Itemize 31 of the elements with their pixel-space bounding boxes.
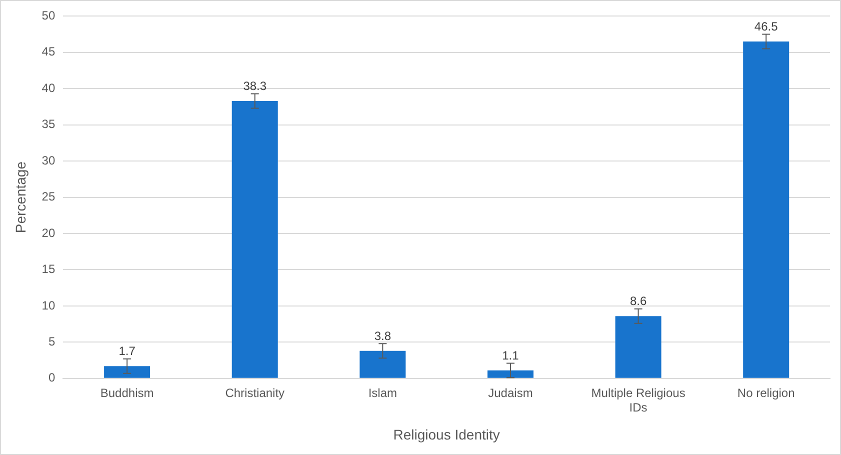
bar [615, 316, 662, 378]
y-tick-label: 10 [42, 298, 56, 312]
bar [743, 42, 790, 378]
x-tick-label: Judaism [488, 386, 533, 400]
bar [104, 366, 150, 378]
data-label: 46.5 [754, 20, 778, 34]
data-label: 1.1 [502, 348, 520, 362]
y-tick-label: 25 [42, 190, 56, 204]
bar [360, 350, 406, 378]
y-tick-label: 5 [48, 334, 56, 348]
data-label: 3.8 [374, 328, 392, 343]
data-label: 38.3 [243, 79, 267, 94]
y-tick-label: 35 [42, 117, 56, 132]
y-tick-label: 40 [42, 80, 56, 95]
y-tick-label: 0 [48, 370, 56, 385]
x-tick-label: No religion [737, 386, 795, 400]
y-tick-label: 15 [42, 262, 56, 276]
y-tick-label: 50 [42, 8, 56, 23]
y-axis-title: Percentage [12, 161, 28, 234]
x-axis-title: Religious Identity [393, 426, 500, 442]
bar [232, 100, 278, 378]
x-tick-label: Islam [368, 386, 398, 400]
data-label: 8.6 [630, 294, 647, 308]
y-tick-label: 45 [42, 44, 56, 59]
y-tick-label: 20 [42, 226, 56, 240]
x-tick-label: Buddhism [100, 386, 154, 400]
bar [487, 370, 534, 378]
data-label: 1.7 [118, 344, 136, 358]
x-tick-label: Multiple Religious IDs [591, 386, 686, 414]
y-tick-label: 30 [42, 153, 56, 168]
x-tick-label: Christianity [225, 386, 285, 400]
